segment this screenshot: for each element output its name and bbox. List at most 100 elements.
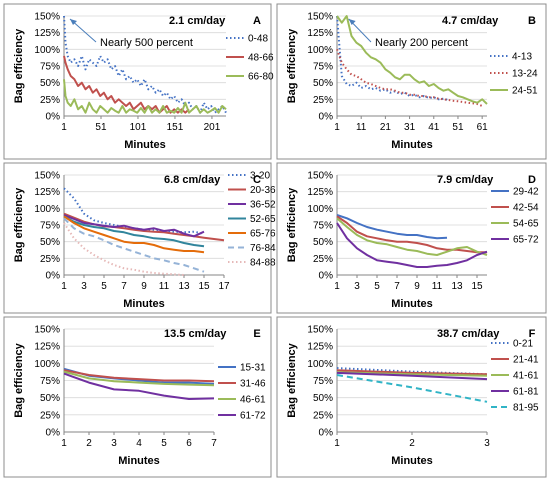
y-tick-label: 0% (46, 428, 61, 439)
y-tick-label: 0% (319, 112, 334, 123)
legend-label: 48-66 (248, 53, 274, 64)
x-tick-label: 4 (136, 438, 142, 449)
y-tick-label: 125% (34, 187, 60, 198)
rate-label: 38.7 cm/day (437, 328, 500, 340)
y-tick-label: 50% (40, 78, 60, 89)
panel-letter: F (529, 328, 536, 340)
x-tick-label: 11 (159, 281, 170, 292)
panel-f: 0% 25% 50% 75% 100% 125% 150% 1 2 3 Minutes Bag eff… (276, 316, 547, 478)
x-tick-label: 3 (81, 281, 87, 292)
y-axis-title: Bag efficiency (286, 342, 298, 417)
x-tick-label: 7 (394, 281, 400, 292)
series-line-21-41 (336, 369, 488, 376)
x-tick-label: 6 (186, 438, 192, 449)
series-line-31-46 (63, 369, 215, 383)
legend-label: 31-46 (240, 379, 266, 390)
x-tick-label: 151 (167, 122, 184, 133)
arrow-head (70, 19, 77, 25)
series-line-65-72 (336, 222, 488, 268)
y-tick-label: 75% (313, 376, 333, 387)
x-tick-label: 201 (204, 122, 221, 133)
panel-letter: A (253, 15, 261, 27)
x-tick-label: 15 (471, 281, 483, 292)
arrow-head (348, 19, 356, 25)
panel-frame (3, 316, 272, 478)
y-tick-label: 100% (307, 359, 333, 370)
legend-label: 54-65 (513, 219, 539, 230)
y-tick-label: 125% (34, 28, 60, 39)
panel-frame (276, 3, 547, 160)
y-axis-title: Bag efficiency (286, 187, 298, 262)
y-tick-label: 25% (40, 410, 60, 421)
series-line-48-66 (63, 55, 190, 114)
x-tick-label: 2 (86, 438, 92, 449)
y-tick-label: 75% (40, 62, 60, 73)
series-line-81-95 (336, 374, 488, 403)
x-tick-label: 9 (141, 281, 147, 292)
series-line-46-61 (63, 370, 215, 387)
y-tick-label: 100% (34, 359, 60, 370)
series-line-61-81 (336, 371, 488, 381)
series-line-54-65 (336, 217, 488, 256)
x-axis-title: Minutes (391, 455, 433, 467)
panel-frame (3, 162, 272, 314)
legend-label: 24-51 (512, 86, 538, 97)
legend-label: 36-52 (250, 200, 276, 211)
x-tick-label: 21 (380, 122, 392, 133)
y-tick-label: 0% (319, 428, 334, 439)
y-tick-label: 150% (307, 171, 333, 182)
rate-label: 7.9 cm/day (437, 174, 494, 186)
y-tick-label: 150% (34, 12, 60, 23)
x-tick-label: 1 (334, 281, 340, 292)
series-line-84-88 (63, 222, 185, 276)
panel-e: 0% 25% 50% 75% 100% 125% 150% 1 2 3 4 5 6 7 Minutes Bag… (3, 316, 272, 478)
y-tick-label: 150% (307, 325, 333, 336)
x-tick-label: 3 (484, 438, 490, 449)
legend-label: 29-42 (513, 187, 539, 198)
annotation-text: Nearly 200 percent (375, 37, 468, 49)
y-tick-label: 150% (34, 325, 60, 336)
legend-label: 13-24 (512, 69, 538, 80)
x-tick-label: 101 (130, 122, 147, 133)
rate-label: 2.1 cm/day (169, 15, 226, 27)
x-tick-label: 15 (198, 281, 210, 292)
legend-label: 41-61 (513, 371, 539, 382)
panel-letter: C (253, 174, 261, 186)
y-tick-label: 25% (313, 95, 333, 106)
x-tick-label: 5 (101, 281, 107, 292)
x-tick-label: 17 (218, 281, 230, 292)
y-tick-label: 100% (34, 45, 60, 56)
y-axis-title: Bag efficiency (13, 342, 25, 417)
x-axis-title: Minutes (124, 139, 166, 151)
y-tick-label: 50% (313, 393, 333, 404)
x-axis-title: Minutes (118, 455, 160, 467)
y-tick-label: 75% (40, 376, 60, 387)
panel-letter: D (528, 174, 536, 186)
legend-label: 0-21 (513, 339, 533, 350)
y-axis-title: Bag efficiency (286, 28, 298, 103)
y-tick-label: 25% (313, 410, 333, 421)
x-tick-label: 5 (374, 281, 380, 292)
y-axis-title: Bag efficiency (13, 187, 25, 262)
y-tick-label: 150% (34, 171, 60, 182)
x-tick-label: 1 (61, 281, 67, 292)
x-tick-label: 11 (432, 281, 443, 292)
legend-label: 66-80 (248, 72, 274, 83)
rate-label: 13.5 cm/day (164, 328, 227, 340)
x-tick-label: 5 (161, 438, 167, 449)
series-line-61-72 (63, 372, 215, 400)
x-tick-label: 1 (61, 438, 67, 449)
x-tick-label: 7 (121, 281, 127, 292)
x-axis-title: Minutes (391, 298, 433, 310)
legend-label: 42-54 (513, 203, 539, 214)
x-tick-label: 1 (334, 122, 340, 133)
y-axis-title: Bag efficiency (13, 28, 25, 103)
legend-label: 0-48 (248, 34, 268, 45)
legend-label: 52-65 (250, 214, 276, 225)
y-tick-label: 100% (34, 204, 60, 215)
y-tick-label: 0% (46, 271, 61, 282)
x-tick-label: 9 (414, 281, 420, 292)
rate-label: 6.8 cm/day (164, 174, 221, 186)
x-tick-label: 7 (211, 438, 217, 449)
